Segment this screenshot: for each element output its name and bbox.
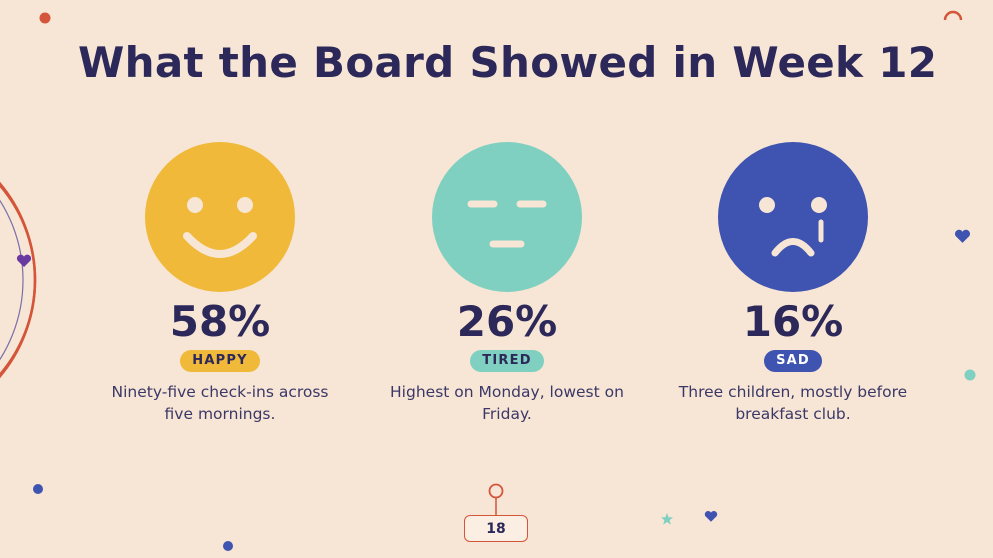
- mood-card-tired: 26% TIRED Highest on Monday, lowest on F…: [382, 142, 632, 425]
- mood-card-happy: 58% HAPPY Ninety-five check-ins across f…: [95, 142, 345, 425]
- happy-badge: HAPPY: [180, 350, 260, 372]
- sad-badge: SAD: [764, 350, 822, 372]
- sad-face-icon: [718, 142, 868, 292]
- arch-decoration: [943, 10, 963, 21]
- happy-percent: 58%: [169, 297, 271, 346]
- happy-description: Ninety-five check-ins across five mornin…: [95, 381, 345, 425]
- sad-description: Three children, mostly before breakfast …: [668, 381, 918, 425]
- dot-decoration: [33, 484, 43, 494]
- mood-card-sad: 16% SAD Three children, mostly before br…: [668, 142, 918, 425]
- star-icon: [661, 513, 673, 525]
- dot-decoration: [223, 541, 233, 551]
- tired-description: Highest on Monday, lowest on Friday.: [382, 381, 632, 425]
- slide-title: What the Board Showed in Week 12: [78, 38, 938, 87]
- tired-percent: 26%: [456, 297, 558, 346]
- page-number: 18: [464, 515, 528, 542]
- pin-decoration: [488, 483, 504, 516]
- tired-description-line: Friday.: [482, 405, 532, 423]
- left-arc-decoration: [0, 181, 37, 379]
- heart-icon: [704, 510, 718, 522]
- sad-percent: 16%: [742, 297, 844, 346]
- heart-icon: [954, 229, 971, 243]
- happy-face-icon: [145, 142, 295, 292]
- tired-badge: TIRED: [470, 350, 544, 372]
- sad-description-line: breakfast club.: [735, 405, 851, 423]
- happy-description-line: Ninety-five check-ins across: [111, 383, 329, 401]
- tired-description-line: Highest on Monday, lowest on: [390, 383, 624, 401]
- tired-face-icon: [432, 142, 582, 292]
- sad-description-line: Three children, mostly before: [678, 383, 908, 401]
- heart-icon: [16, 254, 32, 267]
- dot-decoration: [964, 369, 976, 381]
- dot-decoration: [39, 12, 51, 24]
- happy-description-line: five mornings.: [164, 405, 276, 423]
